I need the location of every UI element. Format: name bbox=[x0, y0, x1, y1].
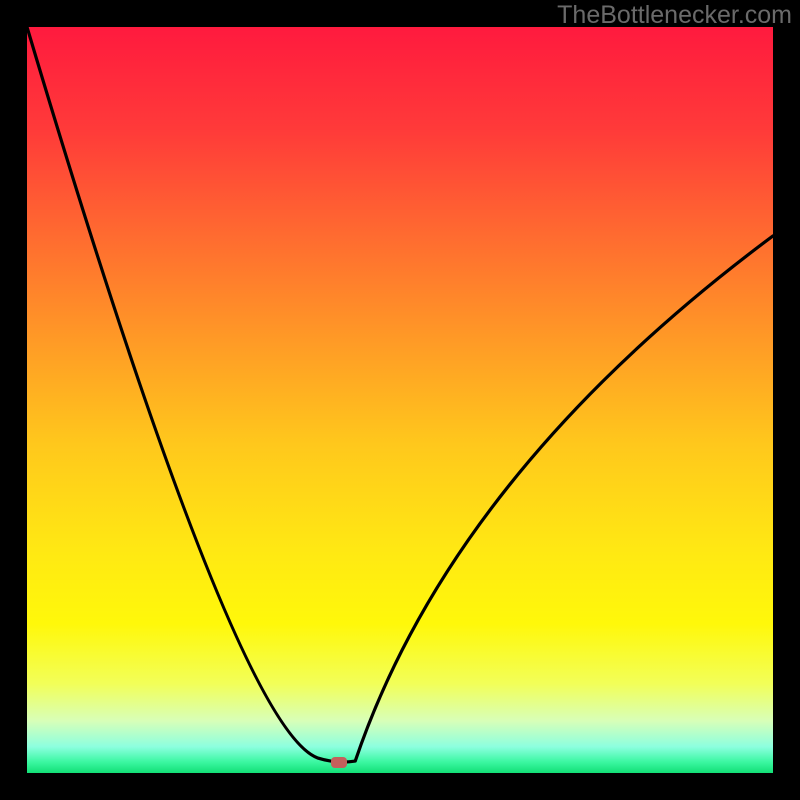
optimal-point-marker bbox=[331, 757, 347, 768]
watermark-text: TheBottlenecker.com bbox=[557, 1, 792, 30]
plot-area bbox=[27, 27, 773, 773]
frame-left bbox=[0, 0, 27, 800]
frame-bottom bbox=[0, 773, 800, 800]
gradient-background bbox=[27, 27, 773, 773]
chart-canvas: TheBottlenecker.com bbox=[0, 0, 800, 800]
frame-right bbox=[773, 0, 800, 800]
